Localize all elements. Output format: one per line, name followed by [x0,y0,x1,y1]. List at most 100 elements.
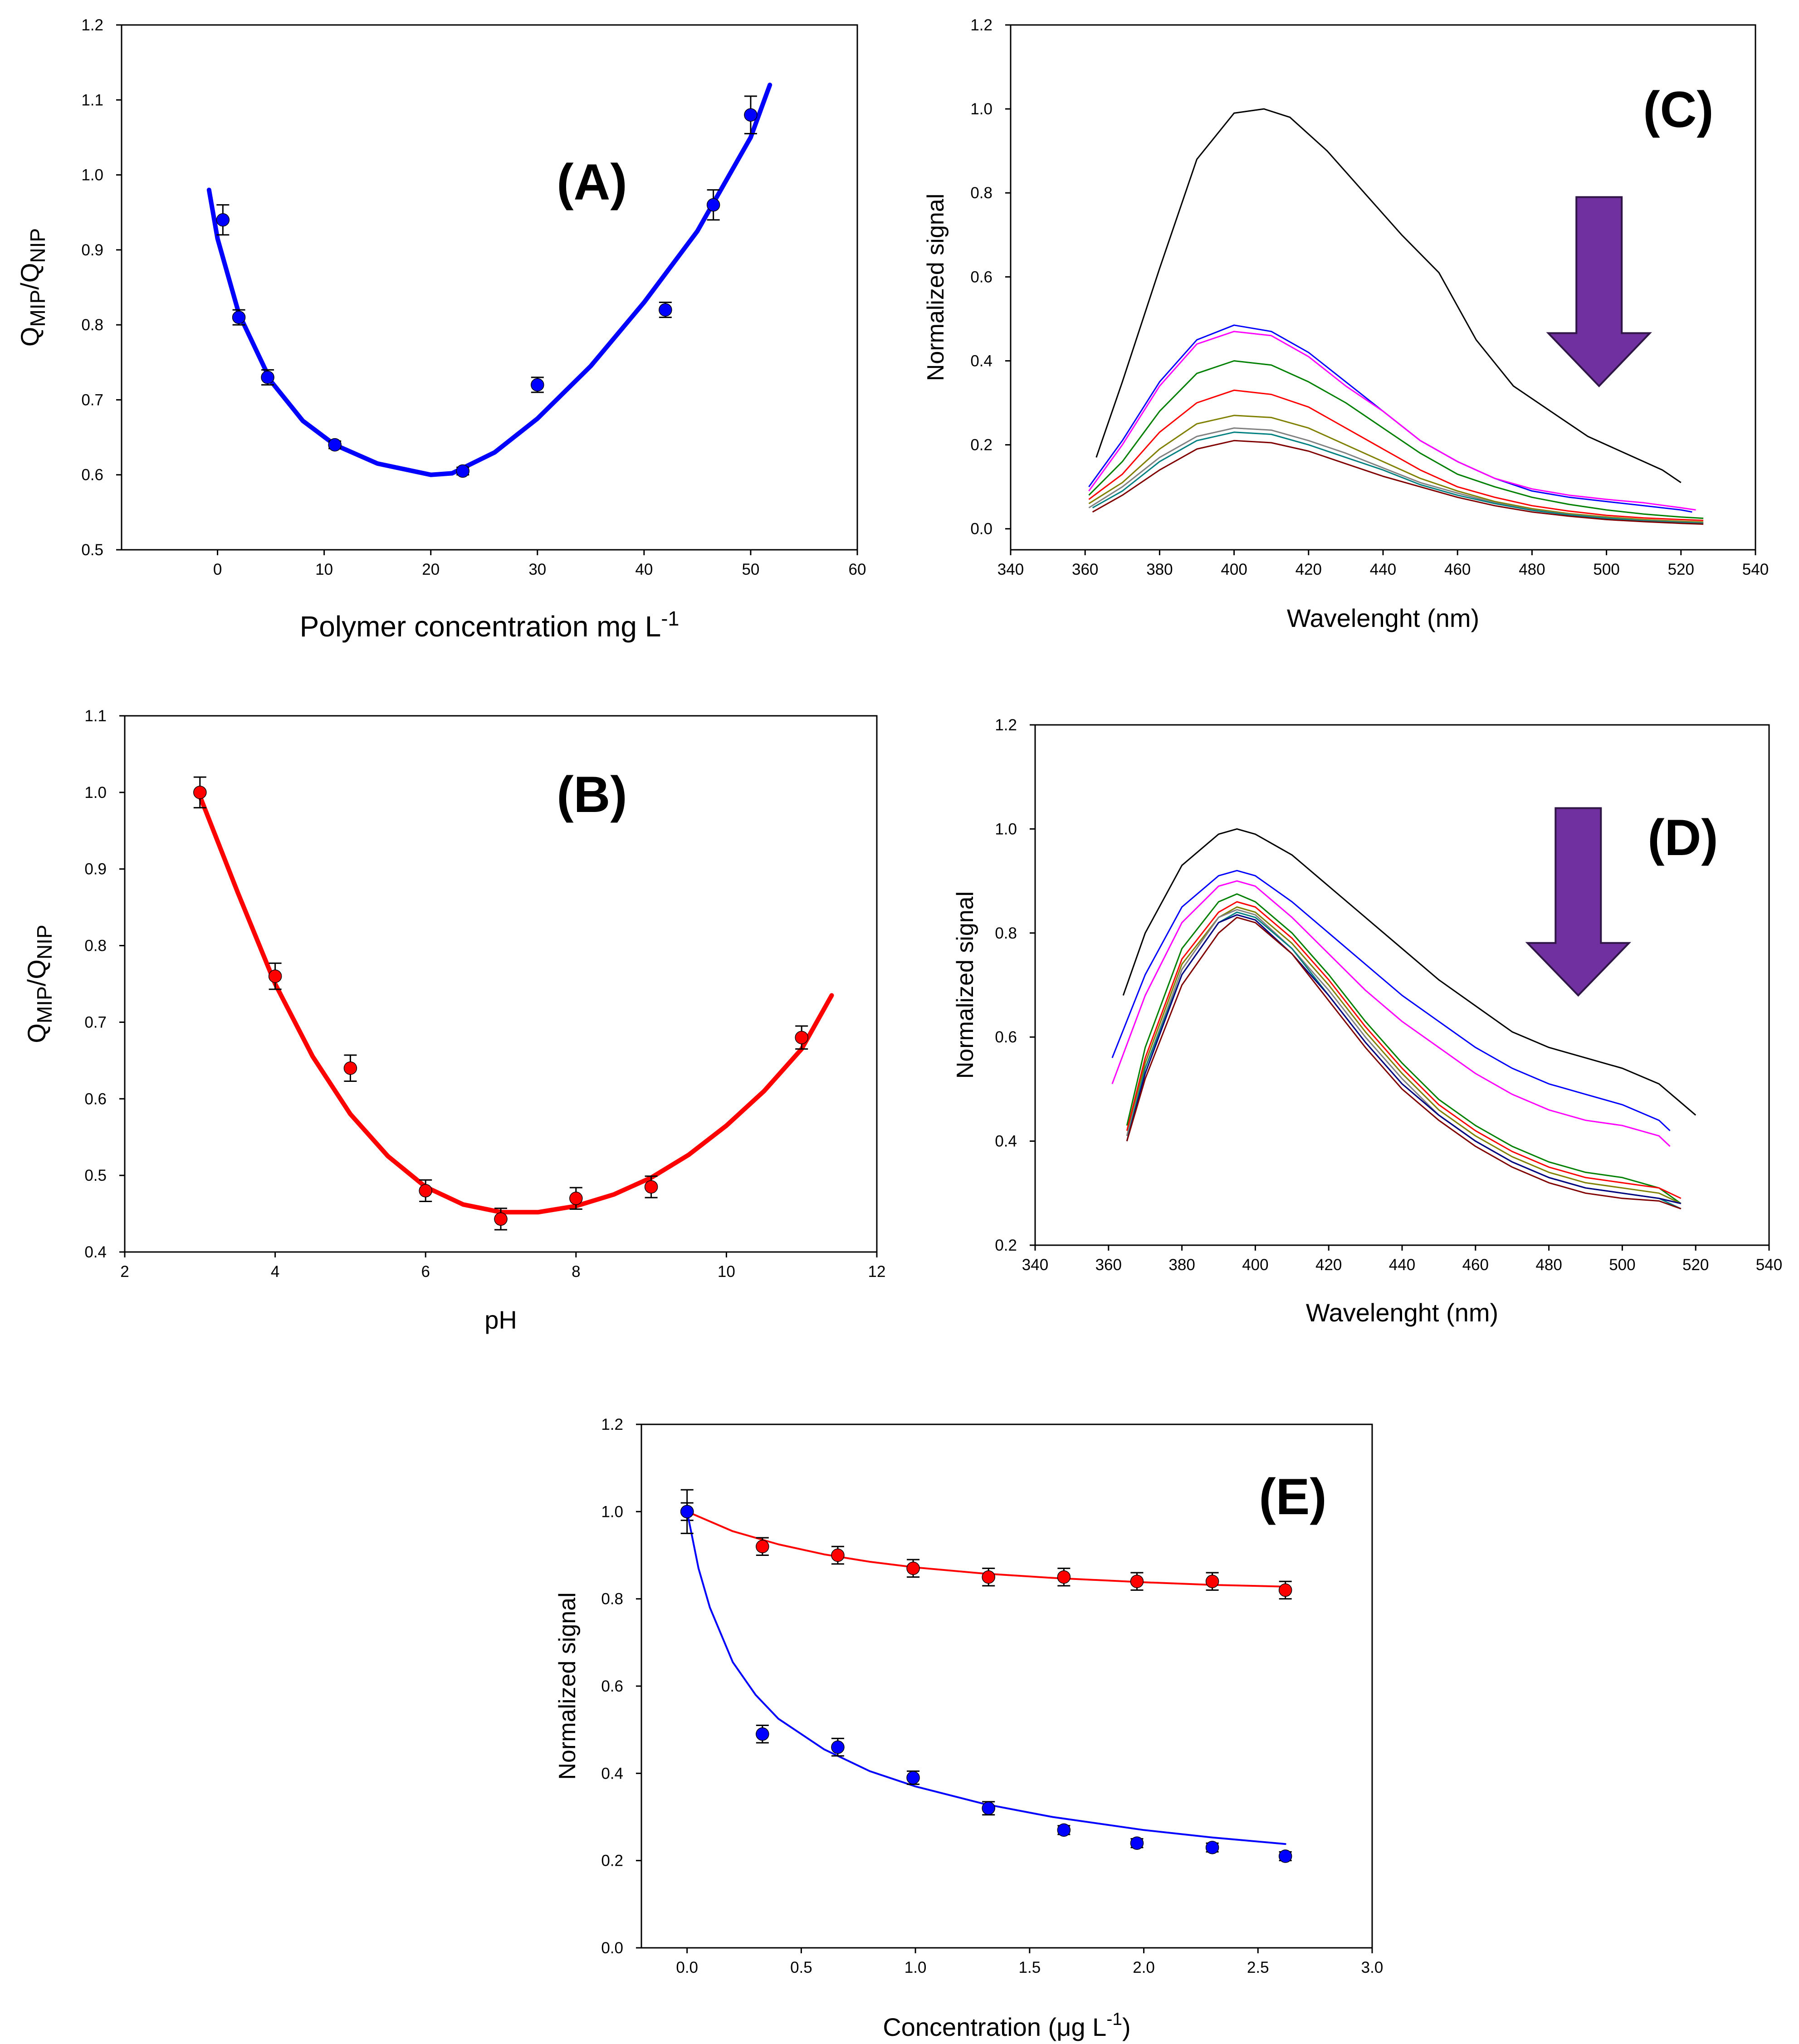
y-tick-label: 0.2 [995,1237,1017,1254]
y-tick-label: 0.6 [601,1677,623,1695]
y-tick-label: 1.2 [601,1416,623,1433]
y-tick-label: 1.0 [601,1503,623,1521]
spectrum-line-5 [1088,389,1704,521]
y-tick-label: 0.8 [995,924,1017,942]
y-tick-label: 0.0 [970,520,992,538]
x-tick-label: 520 [1668,561,1694,578]
x-tick-label: 500 [1593,561,1619,578]
x-tick-label: 3.0 [1361,1959,1383,1976]
spectrum-line-9 [1092,440,1704,525]
x-tick-label: 6 [421,1263,430,1281]
data-point-3 [343,1061,357,1075]
data-point-5 [494,1212,508,1226]
y-tick-label: 0.5 [84,1167,107,1184]
spectrum-line-5 [1126,901,1682,1199]
x-tick-label: 460 [1462,1256,1489,1274]
y-tick-label: 0.4 [970,352,992,370]
plot-frame [124,715,878,1253]
down-arrow-icon [1546,196,1652,387]
y-tick-label: 0.6 [995,1028,1017,1046]
data-point-1 [680,1505,694,1519]
plot-data [680,1489,1292,1863]
x-tick-label: 10 [315,561,333,578]
data-point-8 [795,1031,808,1044]
x-tick-label: 440 [1389,1256,1415,1274]
data-point-6 [1057,1823,1071,1837]
y-tick-label: 0.5 [81,541,103,559]
x-axis-label: pH [484,1306,517,1334]
y-tick-label: 0.8 [970,184,992,202]
x-axis-label-text: Polymer concentration mg L [300,610,661,643]
x-tick-label: 360 [1095,1256,1122,1274]
x-tick-label: 360 [1072,561,1098,578]
data-point-6 [531,378,544,392]
data-point-1 [193,786,207,799]
spectrum-line-4 [1088,360,1704,519]
y-tick-label: 1.0 [81,166,103,184]
spectrum-line-4 [1126,893,1682,1204]
x-axis-label-text: Wavelenght (nm) [1287,604,1479,632]
x-axis-label-text: Wavelenght (nm) [1306,1298,1498,1327]
data-point-9 [1278,1849,1292,1863]
y-tick-label: 0.2 [601,1852,623,1870]
x-tick-label: 540 [1756,1256,1782,1274]
y-tick-label: 0.7 [81,391,103,409]
data-point-7 [644,1180,658,1194]
fit-curve [197,794,834,1215]
x-axis-label-text: Concentration (μg L [883,2013,1106,2041]
spectrum-line-6 [1088,415,1704,523]
y-tick-label: 0.8 [84,937,107,955]
y-tick-label: 0.6 [970,268,992,286]
plot-frame [121,24,858,551]
y-axis-label: QMIP/QNIP [22,924,56,1043]
y-axis-label: QMIP/QNIP [15,228,49,347]
y-tick-label: 1.2 [970,16,992,34]
x-tick-label: 420 [1315,1256,1342,1274]
y-axis-label-q: Q [15,327,44,347]
y-axis-label-text: Normalized signal [554,1592,581,1780]
x-tick-label: 12 [868,1263,886,1281]
data-point-5 [982,1570,995,1584]
data-point-3 [261,371,274,384]
y-axis-label-text: Normalized signal [923,194,949,381]
y-axis-label: Normalized signal [952,891,978,1079]
data-point-6 [569,1192,583,1205]
plot-frame [1034,724,1770,1246]
plot-data [1111,828,1696,1210]
spectrum-line-1 [1122,828,1696,1116]
y-axis-label: Normalized signal [923,194,949,381]
spectrum-line-3 [1111,880,1671,1147]
y-tick-label: 0.0 [601,1939,623,1957]
panel-label: (D) [1647,809,1718,866]
panel-e: 0.0 0.5 1.0 1.5 2.0 2.5 3.0 0.0 0.2 0.4 0.6 0.8 1.0 1… [554,1416,1383,2041]
spectrum-line-10 [1126,916,1682,1210]
x-tick-label: 500 [1609,1256,1635,1274]
panel-a: 0 10 20 30 40 50 60 0.5 0.6 0.7 0.8 0.9 1.0 1.1 1.2 Pol… [15,16,866,643]
y-axis-label-slash-q: /Q [22,959,51,986]
panel-c: 340 360 380 400 420 440 460 480 500 520 540 0.0 0.2 0… [923,16,1769,632]
data-point-2 [756,1727,769,1741]
x-tick-label: 520 [1682,1256,1709,1274]
fit-curve [206,83,772,477]
data-point-9 [744,108,758,122]
spectrum-line-2 [1111,870,1671,1131]
x-axis-label-end: ) [1122,2013,1131,2041]
y-tick-label: 0.2 [970,436,992,454]
data-point-4 [906,1561,920,1575]
panel-label: (E) [1259,1468,1326,1525]
x-tick-label: 1.5 [1019,1959,1041,1976]
x-tick-label: 340 [997,561,1024,578]
y-tick-label: 0.8 [601,1590,623,1608]
y-axis-label-sub-nip: NIP [33,924,56,959]
y-tick-label: 0.4 [84,1243,107,1261]
data-point-4 [419,1184,432,1198]
spectrum-line-9 [1126,914,1682,1204]
panel-d: 340 360 380 400 420 440 460 480 500 520 540 0.2 0.4 0… [952,716,1782,1327]
data-point-6 [1057,1570,1071,1584]
data-point-7 [1130,1836,1144,1850]
spectrum-line-1 [1095,108,1682,484]
x-axis-label: Wavelenght (nm) [1287,604,1479,632]
y-tick-label: 0.8 [81,316,103,334]
x-tick-label: 0 [213,561,222,578]
